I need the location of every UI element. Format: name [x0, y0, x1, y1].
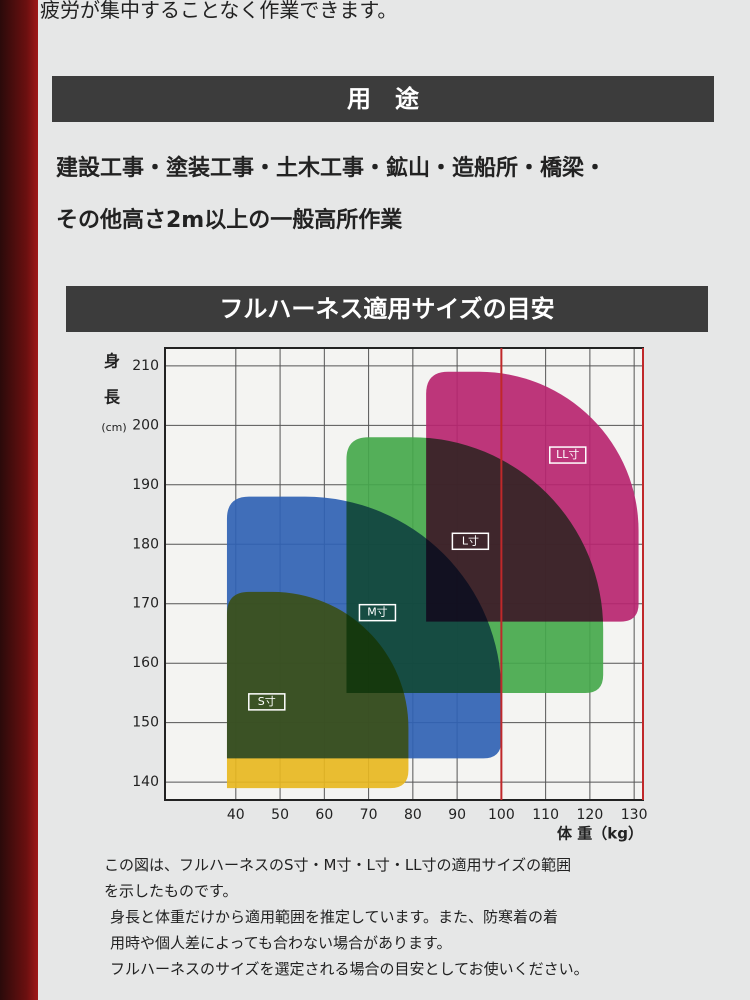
x-tick-label: 120: [577, 807, 604, 823]
x-tick-label: 90: [448, 807, 466, 823]
x-tick-label: 60: [315, 807, 333, 823]
x-tick-label: 50: [271, 807, 289, 823]
size-label: L寸: [462, 533, 479, 547]
y-axis-label: 長: [104, 388, 121, 407]
size-label-box: [358, 603, 397, 622]
y-tick-label: 190: [132, 477, 159, 493]
y-tick-label: 210: [132, 358, 159, 374]
size-label-box: [451, 532, 490, 551]
usage-line: 建設工事・塗装工事・土木工事・鉱山・造船所・橋梁・: [56, 156, 607, 181]
box-edge: [0, 0, 38, 1000]
size-label: S寸: [258, 694, 276, 708]
size-label: M寸: [367, 605, 388, 619]
usage-header: 用 途: [52, 76, 714, 122]
regions: [226, 371, 639, 789]
x-tick-label: 40: [227, 807, 245, 823]
y-axis-label: (cm): [101, 421, 126, 434]
x-tick-label: 80: [404, 807, 422, 823]
y-axis-label: 身: [104, 352, 120, 371]
x-tick-label: 70: [360, 807, 378, 823]
notes: この図は、フルハーネスのS寸・M寸・L寸・LL寸の適用サイズの範囲 を示したもの…: [104, 852, 589, 982]
size-header: フルハーネス適用サイズの目安: [66, 286, 708, 332]
top-text: 疲労が集中することなく作業できます。: [40, 0, 398, 22]
x-tick-label: 130: [621, 807, 648, 823]
y-tick-label: 200: [132, 417, 159, 433]
note-line: この図は、フルハーネスのS寸・M寸・L寸・LL寸の適用サイズの範囲: [104, 856, 572, 874]
size-label: LL寸: [556, 447, 579, 461]
usage-line: その他高さ2m以上の一般高所作業: [56, 208, 403, 233]
note-line: 用時や個人差によっても合わない場合があります。: [110, 934, 452, 952]
note-line: を示したものです。: [104, 882, 238, 900]
y-tick-label: 150: [132, 715, 159, 731]
note-line: 身長と体重だけから適用範囲を推定しています。また、防寒着の着: [110, 908, 559, 926]
x-axis-label: 体 重（kg）: [557, 825, 643, 843]
y-tick-label: 160: [132, 655, 159, 671]
x-tick-label: 110: [532, 807, 559, 823]
y-tick-label: 180: [132, 536, 159, 552]
size-label-box: [549, 446, 587, 464]
size-label-box: [248, 693, 286, 711]
y-tick-label: 140: [132, 774, 159, 790]
note-line: フルハーネスのサイズを選定される場合の目安としてお使いください。: [110, 960, 589, 978]
y-tick-label: 170: [132, 596, 159, 612]
size-region: [426, 371, 639, 622]
x-tick-label: 100: [488, 807, 515, 823]
